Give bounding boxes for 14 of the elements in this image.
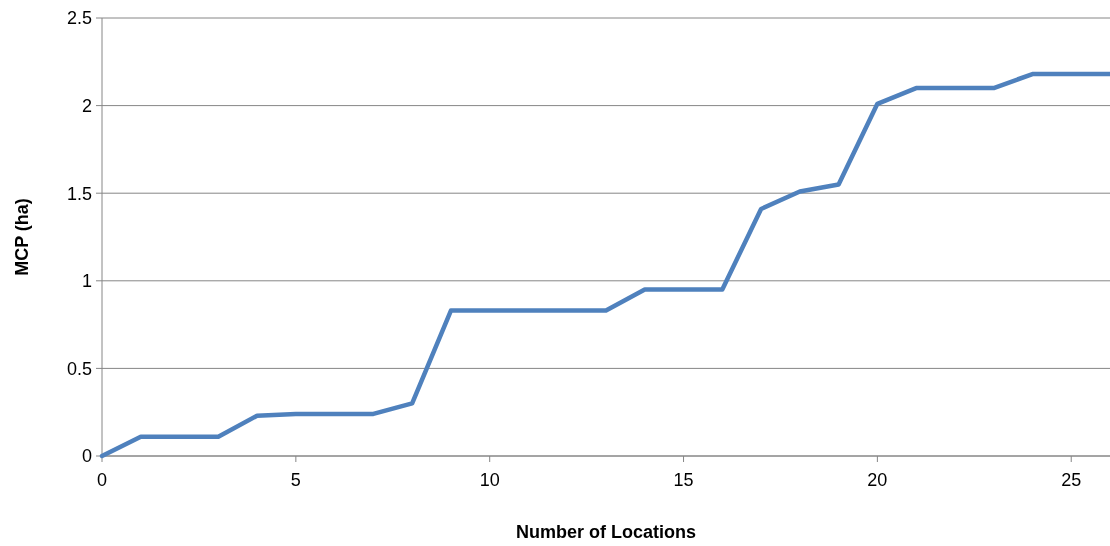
x-tick-label: 25	[1061, 470, 1082, 490]
x-axis-title: Number of Locations	[515, 522, 697, 542]
y-tick-label: 0	[81, 446, 92, 467]
y-tick-label: 2	[81, 95, 92, 116]
x-tick-label: 15	[673, 470, 694, 490]
y-axis-title: MCP (ha)	[12, 198, 32, 276]
x-tick-label: 0	[96, 470, 108, 490]
y-tick-label: 0.5	[66, 358, 92, 379]
x-tick-label: 20	[867, 470, 888, 490]
y-tick-label: 2.5	[66, 8, 92, 29]
x-tick-label: 5	[290, 470, 301, 490]
x-tick-label: 10	[479, 470, 500, 490]
y-tick-label: 1	[81, 271, 92, 292]
y-tick-label: 1.5	[66, 183, 92, 204]
